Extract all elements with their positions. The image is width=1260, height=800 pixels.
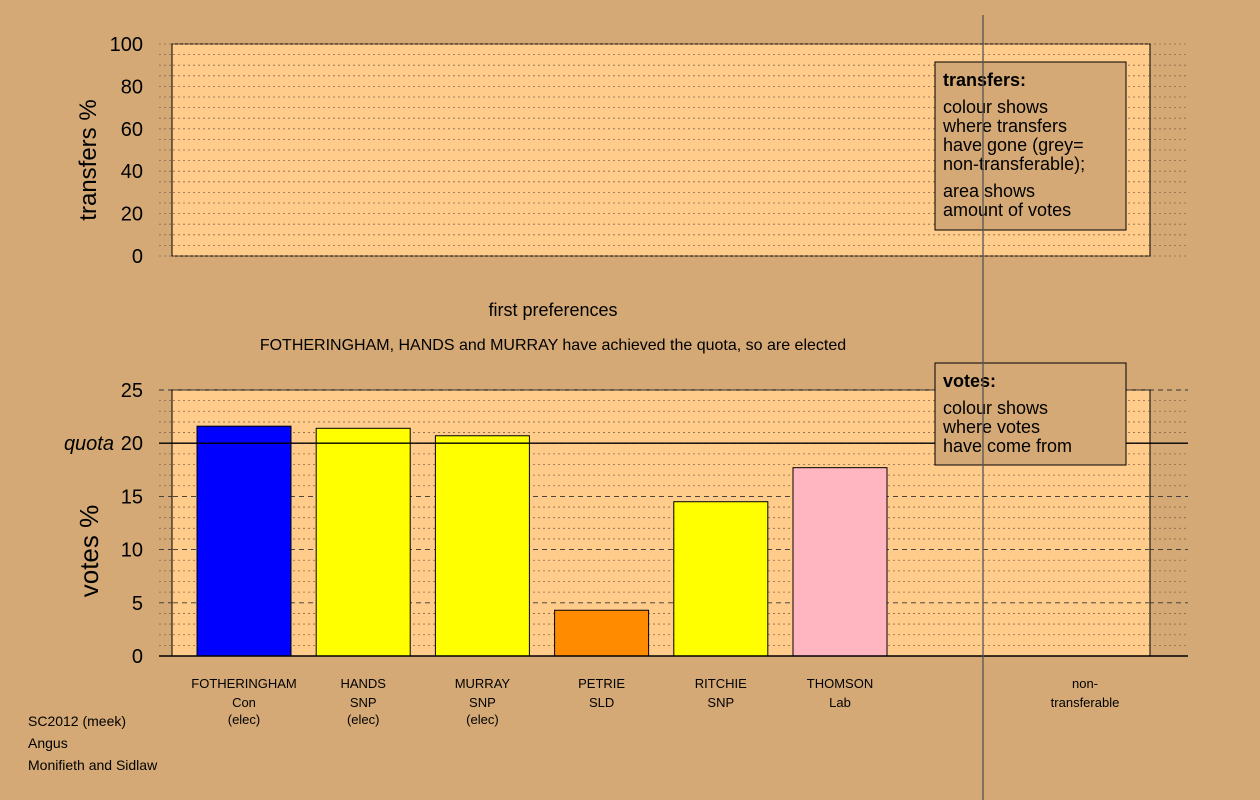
- bar-murray: [434, 435, 530, 657]
- transfers-legend-line: have gone (grey=: [943, 135, 1084, 155]
- footer-council: Angus: [28, 735, 68, 751]
- y-tick-label: 40: [121, 161, 143, 183]
- footer-ward: Monifieth and Sidlaw: [28, 757, 158, 773]
- transfers-legend-line: non-transferable);: [943, 154, 1085, 174]
- candidate-name: RITCHIE: [695, 676, 747, 691]
- y-tick-label: 0: [132, 646, 143, 668]
- candidate-party: SNP: [469, 695, 496, 710]
- transfers-legend: transfers: colour shows where transfers …: [934, 61, 1127, 231]
- y-tick-label: 100: [110, 34, 143, 56]
- candidate-party: Con: [232, 695, 256, 710]
- candidate-status: (elec): [228, 712, 261, 727]
- candidate-name: MURRAY: [455, 676, 511, 691]
- candidate-labels: FOTHERINGHAM Con (elec) HANDS SNP (elec) MURRA…: [191, 676, 1119, 727]
- candidate-name: HANDS: [340, 676, 386, 691]
- bar-petrie: [554, 609, 650, 657]
- bar-thomson: [792, 467, 888, 657]
- candidate-party: SNP: [707, 695, 734, 710]
- votes-legend-line: where votes: [942, 417, 1040, 437]
- quota-label: quota: [64, 433, 114, 455]
- candidate-name: PETRIE: [578, 676, 625, 691]
- y-tick-label: 80: [121, 76, 143, 98]
- votes-legend-title: votes:: [943, 371, 996, 391]
- candidate-name: FOTHERINGHAM: [191, 676, 296, 691]
- y-tick-label: 20: [121, 204, 143, 226]
- votes-y-axis-label: votes %: [74, 505, 104, 598]
- bar-hands: [315, 427, 411, 657]
- candidate-party: SNP: [350, 695, 377, 710]
- y-tick-label: 15: [121, 486, 143, 508]
- transfers-legend-line: colour shows: [943, 97, 1048, 117]
- candidate-party: Lab: [829, 695, 851, 710]
- y-tick-label: 20: [121, 433, 143, 455]
- transfers-y-axis-label: transfers %: [75, 99, 102, 220]
- footer-election: SC2012 (meek): [28, 713, 127, 729]
- y-tick-label: 60: [121, 119, 143, 141]
- candidate-name: THOMSON: [807, 676, 873, 691]
- bar-fotheringham: [196, 425, 292, 657]
- candidate-party: SLD: [589, 695, 614, 710]
- nontransferable-label: non-: [1072, 676, 1098, 691]
- transfers-legend-line: area shows: [943, 181, 1035, 201]
- candidate-status: (elec): [347, 712, 380, 727]
- votes-legend-line: colour shows: [943, 398, 1048, 418]
- candidate-status: (elec): [466, 712, 499, 727]
- nontransferable-label: transferable: [1051, 695, 1120, 710]
- y-tick-label: 0: [132, 246, 143, 268]
- votes-y-ticks: 0 5 10 15 20 25: [121, 380, 143, 668]
- stage-title: first preferences: [488, 300, 617, 320]
- footer: SC2012 (meek) Angus Monifieth and Sidlaw: [28, 710, 157, 776]
- y-tick-label: 5: [132, 593, 143, 615]
- votes-legend-line: have come from: [943, 436, 1072, 456]
- votes-bars: [196, 425, 888, 657]
- bar-ritchie: [673, 501, 769, 657]
- votes-legend: votes: colour shows where votes have com…: [934, 362, 1127, 466]
- y-tick-label: 25: [121, 380, 143, 402]
- y-tick-label: 10: [121, 540, 143, 562]
- transfers-legend-line: where transfers: [942, 116, 1067, 136]
- transfers-legend-line: amount of votes: [943, 200, 1071, 220]
- elected-annotation: FOTHERINGHAM, HANDS and MURRAY have achi…: [260, 337, 846, 354]
- transfers-legend-title: transfers:: [943, 70, 1026, 90]
- transfers-y-ticks: 0 20 40 60 80 100: [110, 34, 143, 268]
